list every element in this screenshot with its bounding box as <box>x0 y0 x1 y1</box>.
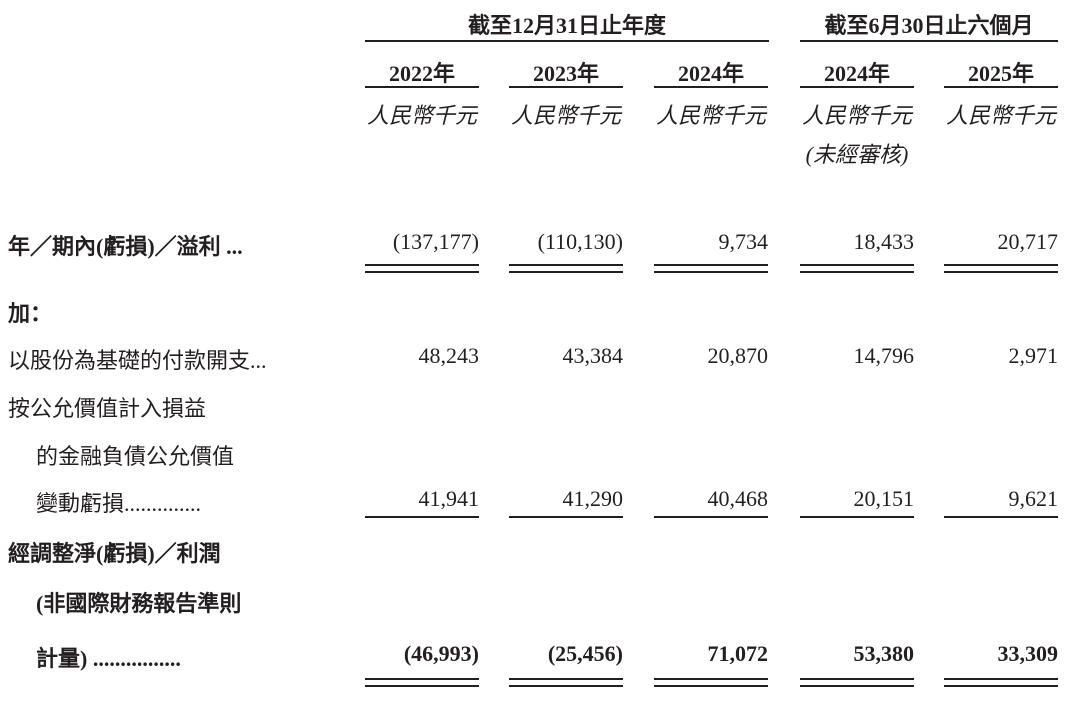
cell-profit: 9,734 <box>718 229 769 254</box>
cell-profit: 18,433 <box>853 229 915 254</box>
cell-profit: 20,717 <box>997 229 1059 254</box>
cell-adjusted: (25,456) <box>547 641 623 666</box>
divider <box>654 86 768 88</box>
header-year: 2022年 <box>388 61 455 86</box>
double-underline <box>800 271 914 273</box>
divider <box>365 40 769 42</box>
unit-label: 人民幣千元 <box>945 103 1056 128</box>
divider <box>365 86 479 88</box>
underline <box>944 516 1058 518</box>
cell-fv-change: 9,621 <box>1008 486 1059 511</box>
cell-share-based: 43,384 <box>562 343 624 368</box>
cell-share-based: 48,243 <box>418 343 480 368</box>
double-underline <box>509 685 623 687</box>
divider <box>944 86 1058 88</box>
double-underline <box>654 678 768 680</box>
underline <box>654 516 768 518</box>
row-label-adjusted-1: 經調整淨(虧損)／利潤 <box>8 541 221 566</box>
row-label-profit: 年／期內(虧損)／溢利 ... <box>8 234 243 259</box>
double-underline <box>944 264 1058 266</box>
row-label-fv-3: 變動虧損.............. <box>36 491 202 516</box>
double-underline <box>654 685 768 687</box>
header-year: 2024年 <box>823 61 890 86</box>
row-label-fv-2: 的金融負債公允價值 <box>36 444 235 469</box>
double-underline <box>654 271 768 273</box>
double-underline <box>365 685 479 687</box>
header-year: 2024年 <box>677 61 744 86</box>
cell-share-based: 14,796 <box>853 343 915 368</box>
double-underline <box>944 685 1058 687</box>
cell-adjusted: 33,309 <box>997 641 1059 666</box>
double-underline <box>365 678 479 680</box>
divider <box>509 86 623 88</box>
row-label-adjusted-2: (非國際財務報告準則 <box>36 591 242 616</box>
divider <box>800 86 914 88</box>
underline <box>365 516 479 518</box>
cell-fv-change: 20,151 <box>853 486 915 511</box>
row-label-adjusted-3: 計量) ................ <box>36 646 181 671</box>
cell-profit: (110,130) <box>537 229 623 254</box>
cell-fv-change: 41,941 <box>418 486 480 511</box>
double-underline <box>944 678 1058 680</box>
cell-share-based: 20,870 <box>707 343 769 368</box>
header-year: 2025年 <box>967 61 1034 86</box>
row-label-fv-1: 按公允價值計入損益 <box>8 396 207 421</box>
header-year: 2023年 <box>532 61 599 86</box>
cell-fv-change: 40,468 <box>707 486 769 511</box>
unaudited-note: (未經審核) <box>805 142 909 167</box>
unit-label: 人民幣千元 <box>366 103 477 128</box>
cell-adjusted: 71,072 <box>707 641 769 666</box>
double-underline <box>800 685 914 687</box>
double-underline <box>944 271 1058 273</box>
double-underline <box>800 678 914 680</box>
double-underline <box>365 264 479 266</box>
divider <box>800 40 1058 42</box>
unit-label: 人民幣千元 <box>801 103 912 128</box>
cell-adjusted: (46,993) <box>403 641 479 666</box>
unit-label: 人民幣千元 <box>510 103 621 128</box>
cell-fv-change: 41,290 <box>562 486 624 511</box>
row-label-share-based: 以股份為基礎的付款開支... <box>8 348 267 373</box>
double-underline <box>800 264 914 266</box>
double-underline <box>365 271 479 273</box>
underline <box>800 516 914 518</box>
cell-adjusted: 53,380 <box>853 641 915 666</box>
unit-label: 人民幣千元 <box>655 103 766 128</box>
double-underline <box>509 678 623 680</box>
cell-share-based: 2,971 <box>1008 343 1059 368</box>
double-underline <box>509 264 623 266</box>
double-underline <box>654 264 768 266</box>
row-label-add: 加： <box>8 301 53 326</box>
double-underline <box>509 271 623 273</box>
header-group-full-year: 截至12月31日止年度 <box>467 13 666 38</box>
underline <box>509 516 623 518</box>
header-group-six-months: 截至6月30日止六個月 <box>824 13 1034 38</box>
cell-profit: (137,177) <box>392 229 479 254</box>
